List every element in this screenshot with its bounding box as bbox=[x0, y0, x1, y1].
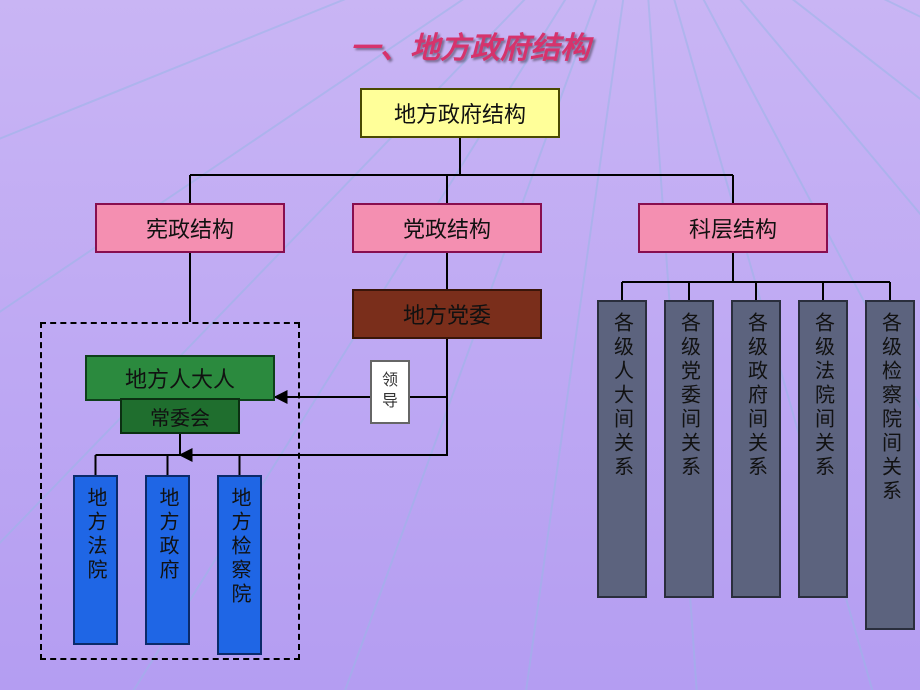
node-k4: 各级法院间关系 bbox=[798, 300, 848, 598]
diagram-title: 一、地方政府结构 bbox=[300, 20, 640, 70]
node-cwh: 常委会 bbox=[120, 398, 240, 434]
node-ld_label: 领 导 bbox=[370, 360, 410, 424]
node-k3: 各级政府间关系 bbox=[731, 300, 781, 598]
node-jcy: 地方检察院 bbox=[217, 475, 262, 655]
node-zf: 地方政府 bbox=[145, 475, 190, 645]
node-c2: 党政结构 bbox=[352, 203, 542, 253]
diagram-stage: 一、地方政府结构 地方政府结构宪政结构 党政结构 科层结构地方党委领 导 地方人大人常… bbox=[0, 0, 920, 690]
node-c1: 宪政结构 bbox=[95, 203, 285, 253]
node-k1: 各级人大间关系 bbox=[597, 300, 647, 598]
node-dwei: 地方党委 bbox=[352, 289, 542, 339]
node-k5: 各级检察院间关系 bbox=[865, 300, 915, 630]
node-renda: 地方人大人 bbox=[85, 355, 275, 401]
node-root: 地方政府结构 bbox=[360, 88, 560, 138]
node-fy: 地方法院 bbox=[73, 475, 118, 645]
node-c3: 科层结构 bbox=[638, 203, 828, 253]
node-k2: 各级党委间关系 bbox=[664, 300, 714, 598]
